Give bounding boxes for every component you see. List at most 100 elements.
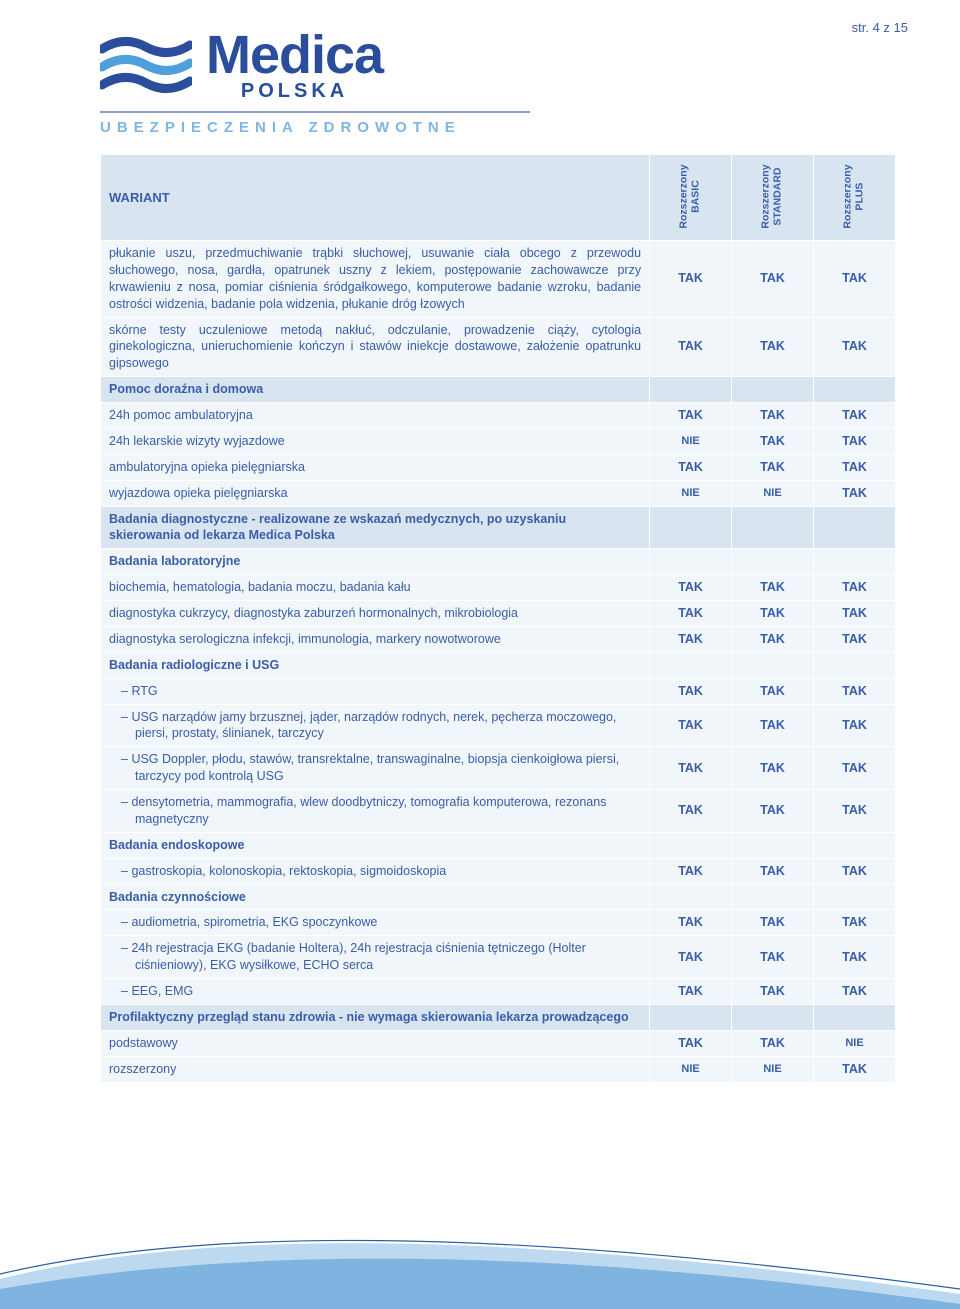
section-empty-cell [814,377,896,403]
row-label: 24h lekarskie wizyty wyjazdowe [101,428,650,454]
value-cell: TAK [814,704,896,747]
section-empty-cell [732,377,814,403]
value-cell: TAK [732,428,814,454]
value-cell: TAK [650,575,732,601]
section-row: Profilaktyczny przegląd stanu zdrowia - … [101,1004,896,1030]
value-cell: TAK [814,858,896,884]
value-cell: TAK [732,790,814,833]
subhead-empty-cell [732,652,814,678]
value-cell: NIE [650,428,732,454]
subhead-label: Badania laboratoryjne [101,549,650,575]
value-cell: TAK [814,910,896,936]
value-cell: TAK [732,601,814,627]
value-cell: NIE [732,480,814,506]
subhead-row: Badania czynnościowe [101,884,896,910]
row-label: densytometria, mammografia, wlew doodbyt… [101,790,650,833]
row-label: audiometria, spirometria, EKG spoczynkow… [101,910,650,936]
value-cell: TAK [814,678,896,704]
value-cell: TAK [814,428,896,454]
value-cell: TAK [732,979,814,1005]
value-cell: TAK [732,910,814,936]
section-empty-cell [732,506,814,549]
value-cell: NIE [650,480,732,506]
footer-wave-icon [0,1189,960,1309]
value-cell: TAK [650,910,732,936]
row-label: 24h pomoc ambulatoryjna [101,403,650,429]
section-empty-cell [814,506,896,549]
value-cell: TAK [814,790,896,833]
header-variant: WARIANT [101,155,650,241]
subhead-empty-cell [650,549,732,575]
logo-text: Medica POLSKA [206,28,383,103]
subhead-empty-cell [814,884,896,910]
table-row: 24h rejestracja EKG (badanie Holtera), 2… [101,936,896,979]
value-cell: TAK [814,979,896,1005]
table-header-row: WARIANT Rozszerzony BASIC Rozszerzony ST… [101,155,896,241]
subhead-empty-cell [732,884,814,910]
subhead-empty-cell [814,652,896,678]
subhead-label: Badania radiologiczne i USG [101,652,650,678]
value-cell: NIE [732,1056,814,1082]
table-row: 24h lekarskie wizyty wyjazdoweNIETAKTAK [101,428,896,454]
section-label: Pomoc doraźna i domowa [101,377,650,403]
section-row: Badania diagnostyczne - realizowane ze w… [101,506,896,549]
subhead-empty-cell [732,832,814,858]
value-cell: TAK [650,403,732,429]
row-label: diagnostyka serologiczna infekcji, immun… [101,626,650,652]
row-label: EEG, EMG [101,979,650,1005]
value-cell: TAK [814,480,896,506]
value-cell: TAK [650,1030,732,1056]
section-empty-cell [732,1004,814,1030]
value-cell: TAK [650,241,732,318]
table-row: wyjazdowa opieka pielęgniarskaNIENIETAK [101,480,896,506]
table-row: USG narządów jamy brzusznej, jąder, narz… [101,704,896,747]
table-row: ambulatoryjna opieka pielęgniarskaTAKTAK… [101,454,896,480]
value-cell: TAK [814,747,896,790]
row-label: ambulatoryjna opieka pielęgniarska [101,454,650,480]
table-row: biochemia, hematologia, badania moczu, b… [101,575,896,601]
row-label: wyjazdowa opieka pielęgniarska [101,480,650,506]
value-cell: TAK [814,626,896,652]
value-cell: TAK [814,403,896,429]
section-label: Badania diagnostyczne - realizowane ze w… [101,506,650,549]
subhead-empty-cell [732,549,814,575]
table-row: EEG, EMGTAKTAKTAK [101,979,896,1005]
subhead-empty-cell [650,652,732,678]
section-empty-cell [650,377,732,403]
value-cell: TAK [650,936,732,979]
subhead-empty-cell [650,884,732,910]
row-label: podstawowy [101,1030,650,1056]
subhead-empty-cell [814,549,896,575]
value-cell: TAK [650,979,732,1005]
value-cell: TAK [650,790,732,833]
header-col-plus: Rozszerzony PLUS [814,155,896,241]
value-cell: TAK [650,678,732,704]
value-cell: NIE [650,1056,732,1082]
value-cell: TAK [732,454,814,480]
logo-block: Medica POLSKA UBEZPIECZENIA ZDROWOTNE [100,28,530,136]
table-row: gastroskopia, kolonoskopia, rektoskopia,… [101,858,896,884]
row-label: RTG [101,678,650,704]
subhead-label: Badania czynnościowe [101,884,650,910]
table-row: diagnostyka cukrzycy, diagnostyka zaburz… [101,601,896,627]
value-cell: TAK [650,317,732,377]
row-label: biochemia, hematologia, badania moczu, b… [101,575,650,601]
value-cell: TAK [650,747,732,790]
row-label: USG Doppler, płodu, stawów, transrektaln… [101,747,650,790]
subhead-empty-cell [650,832,732,858]
table-row: RTGTAKTAKTAK [101,678,896,704]
value-cell: TAK [814,1056,896,1082]
row-label: 24h rejestracja EKG (badanie Holtera), 2… [101,936,650,979]
table-row: USG Doppler, płodu, stawów, transrektaln… [101,747,896,790]
section-row: Pomoc doraźna i domowa [101,377,896,403]
value-cell: TAK [650,454,732,480]
value-cell: TAK [650,858,732,884]
subhead-row: Badania endoskopowe [101,832,896,858]
subhead-row: Badania radiologiczne i USG [101,652,896,678]
table-row: rozszerzonyNIENIETAK [101,1056,896,1082]
table-row: densytometria, mammografia, wlew doodbyt… [101,790,896,833]
header-col-basic: Rozszerzony BASIC [650,155,732,241]
header-col-standard: Rozszerzony STANDARD [732,155,814,241]
table-row: 24h pomoc ambulatoryjnaTAKTAKTAK [101,403,896,429]
table-row: płukanie uszu, przedmuchiwanie trąbki sł… [101,241,896,318]
